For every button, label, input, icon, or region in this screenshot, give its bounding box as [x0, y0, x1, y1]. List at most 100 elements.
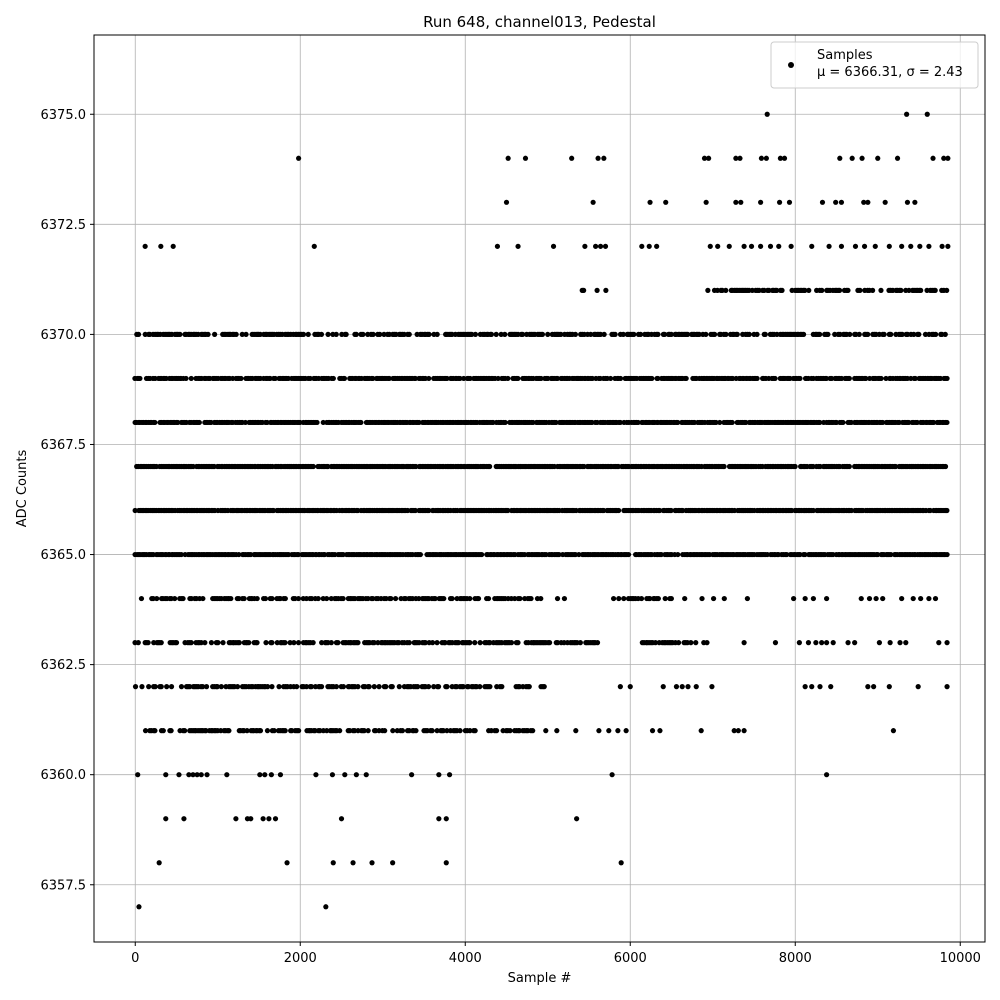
data-point — [325, 331, 331, 337]
data-point — [546, 640, 553, 646]
data-point — [360, 331, 366, 337]
data-point — [417, 551, 424, 558]
data-point — [617, 684, 623, 690]
data-point — [655, 375, 661, 382]
data-point — [886, 243, 892, 249]
data-point — [616, 507, 622, 514]
data-point — [627, 684, 633, 690]
data-point — [823, 375, 830, 382]
data-point — [365, 728, 371, 734]
data-point — [873, 595, 879, 602]
data-point — [355, 640, 361, 646]
data-point — [479, 551, 485, 558]
data-point — [819, 199, 826, 205]
legend-box — [770, 41, 979, 89]
data-point — [865, 199, 871, 205]
data-point — [813, 640, 819, 646]
data-point — [236, 640, 242, 646]
data-point — [526, 684, 532, 690]
data-point — [214, 684, 220, 690]
data-point — [371, 640, 377, 646]
data-point — [377, 331, 383, 337]
data-point — [370, 375, 376, 382]
data-point — [554, 728, 560, 734]
data-point — [772, 375, 778, 382]
data-point — [276, 684, 282, 690]
data-point — [370, 331, 376, 337]
data-point — [809, 243, 815, 249]
data-point — [539, 331, 546, 337]
legend: Samples μ = 6366.31, σ = 2.43 — [770, 41, 979, 89]
y-tick-label: 6372.5 — [41, 218, 87, 233]
data-point — [748, 243, 755, 249]
data-point — [272, 816, 279, 822]
data-point — [412, 507, 419, 514]
data-point — [774, 287, 780, 293]
data-point — [777, 155, 784, 161]
data-point — [406, 640, 412, 646]
data-point — [342, 772, 348, 778]
data-point — [776, 199, 783, 205]
data-point — [703, 199, 709, 205]
data-point — [800, 331, 807, 337]
data-point — [847, 331, 853, 337]
data-point — [268, 772, 274, 778]
data-point — [528, 595, 534, 602]
data-point — [457, 728, 463, 734]
data-point — [467, 728, 473, 734]
data-point — [284, 860, 290, 866]
data-point — [396, 684, 402, 690]
data-point — [576, 551, 582, 558]
data-point — [178, 551, 184, 558]
data-point — [762, 331, 768, 337]
data-point — [899, 243, 905, 249]
data-point — [190, 772, 196, 778]
data-point — [388, 595, 394, 602]
data-point — [741, 728, 747, 734]
data-point — [631, 331, 637, 337]
data-point — [845, 640, 851, 646]
data-point — [616, 595, 622, 602]
data-point — [828, 684, 834, 690]
data-point — [545, 331, 551, 337]
x-axis-label: Sample # — [508, 971, 572, 986]
data-point — [241, 595, 247, 602]
data-point — [763, 155, 769, 161]
data-point — [137, 375, 143, 382]
data-point — [649, 728, 656, 734]
data-point — [881, 331, 887, 337]
data-point — [610, 595, 617, 602]
data-point — [432, 595, 438, 602]
data-point — [135, 772, 141, 778]
data-point — [904, 199, 911, 205]
data-point — [621, 595, 627, 602]
data-point — [735, 728, 741, 734]
data-point — [817, 419, 823, 426]
data-point — [163, 816, 169, 822]
data-point — [212, 331, 218, 337]
data-point — [824, 595, 830, 602]
data-point — [337, 728, 343, 734]
data-point — [705, 287, 711, 293]
data-point — [392, 595, 399, 602]
data-point — [135, 640, 141, 646]
data-point — [313, 772, 319, 778]
data-point — [683, 375, 689, 382]
data-point — [573, 728, 579, 734]
data-point — [944, 287, 950, 293]
x-tick-label: 8000 — [779, 951, 812, 966]
data-point — [254, 595, 260, 602]
data-point — [361, 728, 367, 734]
data-point — [660, 684, 666, 690]
data-point — [654, 243, 660, 249]
data-point — [819, 287, 825, 293]
data-point — [944, 419, 950, 426]
data-point — [917, 243, 923, 249]
data-point — [758, 155, 765, 161]
data-point — [625, 551, 632, 558]
data-point — [709, 684, 715, 690]
data-point — [784, 551, 790, 558]
data-point — [485, 595, 492, 602]
data-point — [606, 728, 612, 734]
data-point — [269, 684, 275, 690]
